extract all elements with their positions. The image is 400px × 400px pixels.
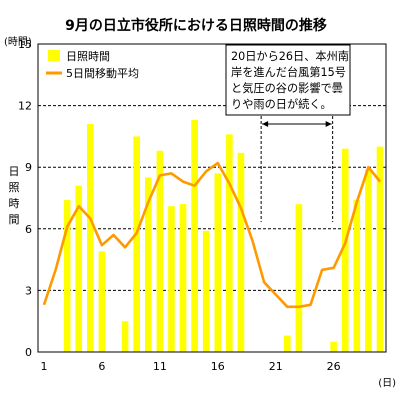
bar [191, 119, 198, 353]
x-tick-label: 6 [98, 360, 105, 373]
x-tick-label: 16 [211, 360, 225, 373]
y-tick-labels: 0 3 6 9 12 15 [18, 38, 32, 359]
bar [156, 150, 164, 352]
bar [376, 146, 384, 352]
y-tick-label: 12 [18, 100, 32, 113]
bar [284, 335, 291, 352]
moving-average-line [42, 161, 382, 309]
y-tick-label: 9 [25, 161, 32, 174]
bar [87, 124, 94, 352]
line-series [42, 161, 382, 309]
bar [144, 177, 152, 352]
legend-swatch-bar [48, 50, 60, 61]
legend-label: 日照時間 [66, 50, 110, 63]
bar [353, 200, 361, 352]
x-tick-label: 1 [41, 360, 48, 373]
y-tick-label: 3 [25, 284, 32, 297]
bar [133, 136, 140, 352]
bar [330, 341, 337, 352]
annotation-line: りや雨の日が続く。 [231, 97, 332, 111]
bar [214, 173, 222, 352]
x-tick-labels: 1 6 11 16 21 26 [41, 360, 341, 373]
bar [202, 230, 210, 352]
plot-frame [37, 43, 387, 353]
x-unit-label: (日) [378, 378, 396, 389]
bar-series [63, 119, 384, 353]
bar [121, 321, 129, 352]
y-axis-title: 日照時間 [9, 165, 20, 226]
annotation-line: と気圧の谷の影響で曇 [231, 81, 343, 95]
bar [63, 200, 71, 352]
bar [98, 251, 106, 352]
bar [168, 206, 175, 352]
annotation-range [260, 116, 334, 222]
chart-title: 9月の日立市役所における日照時間の推移 [65, 17, 327, 34]
annotation-line: 岸を進んだ台風第15号 [231, 65, 346, 79]
bar [295, 204, 303, 352]
range-arrowhead-right [325, 121, 332, 127]
bar [365, 169, 372, 352]
y-unit-label: (時間) [4, 36, 32, 48]
bar [341, 148, 349, 352]
bar [75, 185, 83, 352]
x-tick-label: 26 [327, 360, 341, 373]
y-tick-label: 0 [25, 346, 32, 359]
x-tick-label: 21 [269, 360, 283, 373]
annotation-text: 20日から26日、本州南岸を進んだ台風第15号と気圧の谷の影響で曇りや雨の日が続… [231, 49, 349, 111]
bar [237, 152, 245, 352]
legend: 日照時間 5日間移動平均 [46, 50, 139, 80]
x-tick-label: 11 [153, 360, 167, 373]
annotation-line: 20日から26日、本州南 [231, 49, 349, 63]
legend-label: 5日間移動平均 [66, 66, 139, 80]
bar [226, 134, 233, 352]
y-tick-label: 15 [18, 38, 32, 51]
range-arrowhead-left [262, 121, 269, 127]
annotation-box [225, 44, 351, 116]
y-tick-label: 6 [25, 223, 32, 236]
bar [179, 204, 187, 352]
